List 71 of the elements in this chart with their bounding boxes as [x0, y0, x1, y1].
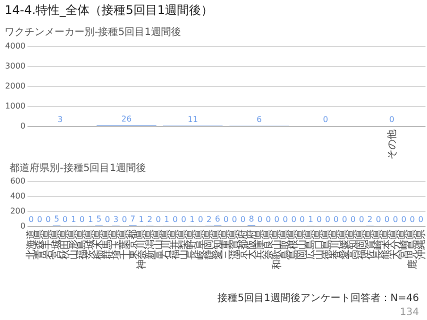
y-tick-label: 400	[10, 192, 26, 200]
x-tick-label: 鳥取県	[279, 230, 292, 260]
data-label: 1	[190, 214, 195, 224]
data-label: 7	[130, 214, 136, 224]
data-label: 8	[248, 214, 254, 224]
data-label: 0	[28, 215, 34, 224]
data-label: 2	[367, 214, 373, 224]
data-label: 5	[96, 214, 102, 224]
chart-title: 14-4.特性_全体（接種5回目1週間後）	[4, 3, 213, 17]
data-label: 0	[79, 215, 85, 224]
data-label: 0	[181, 215, 186, 224]
x-tick-label: その他	[386, 130, 398, 160]
data-label: 1	[308, 214, 314, 224]
x-tick-label: 沖縄県	[414, 230, 427, 260]
data-label: 0	[198, 215, 204, 224]
data-label: 0	[37, 215, 42, 224]
data-label: 6	[256, 114, 262, 124]
data-label: 0	[389, 115, 394, 124]
data-label: 0	[376, 215, 381, 224]
y-tick-label: 1000	[5, 102, 26, 110]
y-tick-label: 0	[20, 122, 26, 130]
data-label: 2	[147, 214, 152, 224]
data-label: 0	[62, 215, 68, 224]
y-tick-label: 3000	[5, 62, 26, 70]
data-label: 0	[257, 215, 262, 224]
data-label: 0	[282, 215, 288, 224]
data-label: 0	[156, 215, 161, 224]
data-label: 2	[206, 214, 212, 224]
data-label: 26	[121, 114, 132, 124]
data-label: 0	[46, 215, 51, 224]
x-tick-label: 群馬県	[101, 230, 114, 260]
data-label: 0	[104, 215, 110, 224]
text: 接種5回目1週間後アンケート回答者：N=46	[218, 292, 419, 305]
data-label: 0	[240, 215, 246, 224]
data-label: 0	[322, 115, 328, 124]
data-label: 0	[266, 215, 271, 224]
data-label: 0	[334, 215, 339, 224]
data-label: 11	[188, 114, 198, 124]
data-label: 0	[418, 215, 424, 224]
data-label: 1	[138, 214, 144, 224]
data-label: 0	[384, 215, 390, 224]
data-label: 0	[410, 215, 415, 224]
y-tick-label: 0	[20, 222, 26, 230]
data-label: 5	[54, 214, 60, 224]
data-label: 0	[291, 215, 296, 224]
data-label: 0	[223, 215, 229, 224]
data-label: 6	[214, 214, 220, 224]
data-label: 0	[392, 215, 398, 224]
data-label: 0	[350, 215, 356, 224]
text: 134	[398, 307, 419, 318]
data-label: 0	[358, 215, 364, 224]
data-label: 1	[88, 214, 94, 224]
data-label: 0	[172, 215, 178, 224]
data-label: 0	[401, 215, 406, 224]
data-label: 1	[164, 214, 170, 224]
chart-subtitle: ワクチンメーカー別-接種5回目1週間後	[4, 26, 181, 38]
data-label: 0	[274, 215, 280, 224]
data-label: 0	[316, 215, 322, 224]
data-label: 3	[113, 214, 118, 224]
data-label: 0	[232, 215, 238, 224]
y-tick-label: 2000	[5, 82, 26, 90]
data-label: 0	[325, 215, 330, 224]
data-label: 0	[122, 215, 127, 224]
y-tick-label: 200	[10, 206, 26, 216]
data-label: 1	[71, 214, 76, 224]
data-label: 0	[300, 215, 305, 224]
y-tick-label: 4000	[5, 42, 26, 50]
data-label: 0	[342, 215, 348, 224]
chart-title: 都道府県別-接種5回目1週間後	[10, 162, 146, 174]
y-tick-label: 600	[10, 176, 26, 186]
data-label: 3	[58, 114, 63, 124]
